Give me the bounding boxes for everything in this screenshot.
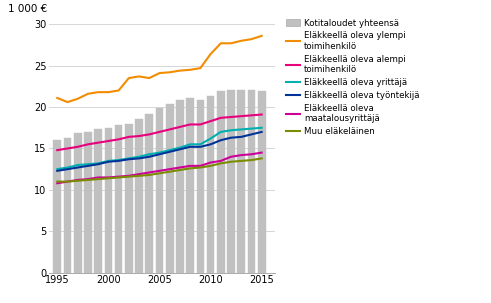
Bar bbox=[196, 100, 204, 273]
Bar bbox=[227, 90, 235, 273]
Bar bbox=[125, 124, 133, 273]
Bar bbox=[186, 98, 194, 273]
Bar bbox=[115, 125, 122, 273]
Bar bbox=[94, 129, 102, 273]
Bar bbox=[156, 108, 164, 273]
Bar bbox=[135, 119, 143, 273]
Bar bbox=[217, 91, 224, 273]
Bar bbox=[105, 128, 112, 273]
Bar bbox=[145, 114, 153, 273]
Bar bbox=[238, 90, 245, 273]
Bar bbox=[54, 140, 61, 273]
Legend: Kotitaloudet yhteensä, Eläkkeellä oleva ylempi
toimihenkilö, Eläkkeellä oleva al: Kotitaloudet yhteensä, Eläkkeellä oleva … bbox=[286, 18, 420, 136]
Bar bbox=[166, 104, 173, 273]
Bar bbox=[258, 91, 266, 273]
Bar bbox=[84, 132, 92, 273]
Bar bbox=[64, 138, 71, 273]
Bar bbox=[176, 100, 184, 273]
Bar bbox=[74, 133, 82, 273]
Text: 1 000 €: 1 000 € bbox=[8, 4, 48, 14]
Bar bbox=[207, 96, 215, 273]
Bar bbox=[247, 90, 255, 273]
